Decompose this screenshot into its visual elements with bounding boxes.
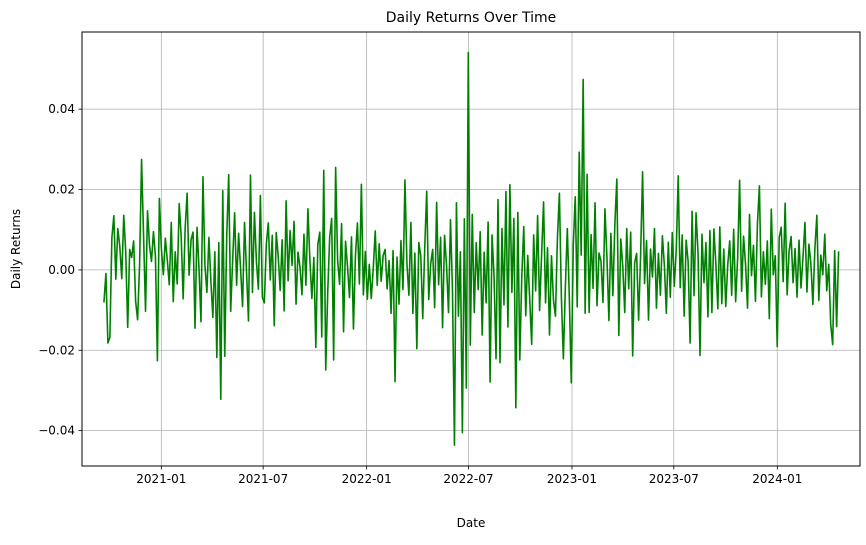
y-tick-label: −0.04 [38, 424, 75, 438]
x-tick-label: 2021-07 [238, 472, 288, 486]
y-axis-label: Daily Returns [9, 209, 23, 289]
chart-title: Daily Returns Over Time [386, 10, 556, 26]
ticks: 2021-01 2021-07 2022-01 2022-07 2023-01 2023-… [38, 102, 802, 486]
x-tick-label: 2022-07 [443, 472, 493, 486]
y-tick-label: 0.04 [48, 102, 75, 116]
x-tick-label: 2022-01 [342, 472, 392, 486]
x-tick-label: 2021-01 [136, 472, 186, 486]
y-tick-label: −0.02 [38, 343, 75, 357]
series-layer [103, 51, 840, 446]
x-tick-label: 2023-01 [547, 472, 597, 486]
x-axis-label: Date [457, 516, 486, 530]
y-tick-label: 0.00 [48, 263, 75, 277]
grid-lines [82, 32, 860, 466]
x-tick-label: 2023-07 [649, 472, 699, 486]
plot-frame [81, 31, 861, 467]
x-tick-label: 2024-01 [752, 472, 802, 486]
daily-returns-line [103, 51, 840, 446]
y-tick-label: 0.02 [48, 183, 75, 197]
